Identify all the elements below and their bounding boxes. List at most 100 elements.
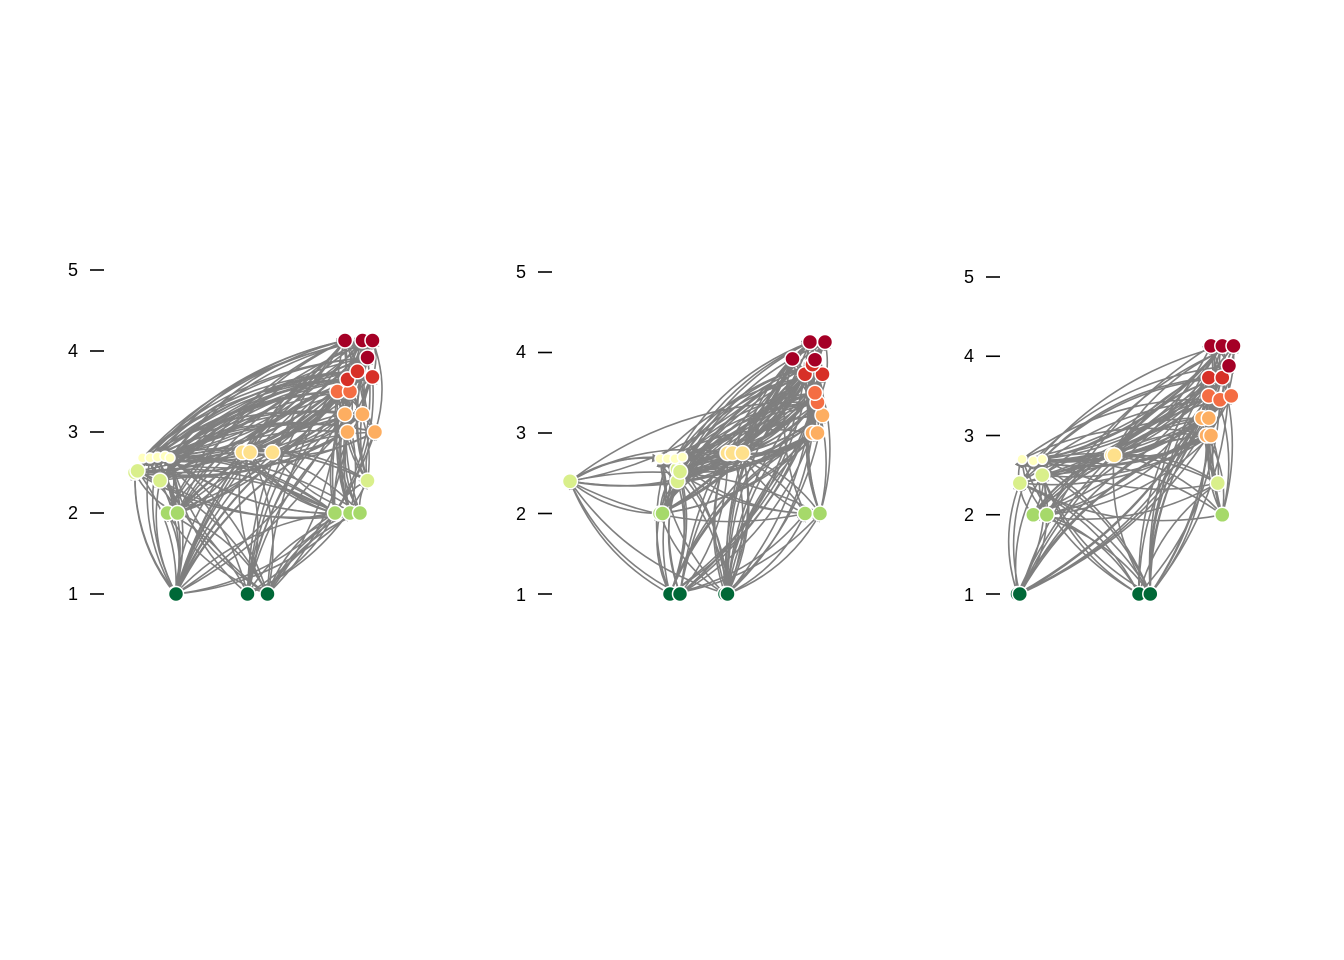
species-node — [1106, 447, 1123, 464]
species-node — [339, 423, 356, 441]
trophic-link — [1046, 417, 1203, 516]
trophic-link — [1033, 482, 1219, 521]
trophic-link — [681, 362, 814, 458]
species-node — [326, 504, 344, 522]
trophic-link — [1041, 373, 1224, 460]
trophic-link — [569, 480, 806, 523]
y-tick-label: 3 — [516, 423, 526, 443]
y-tick-label: 4 — [516, 342, 526, 362]
species-node — [671, 463, 689, 480]
trophic-link — [658, 512, 726, 595]
trophic-link — [1042, 345, 1223, 461]
species-node — [129, 462, 146, 480]
trophic-link — [741, 341, 811, 454]
trophic-link — [682, 414, 824, 459]
species-node — [1034, 466, 1051, 484]
y-tick-label: 4 — [964, 346, 974, 366]
trophic-link — [656, 457, 726, 595]
trophic-link — [727, 512, 806, 595]
species-node — [359, 472, 376, 489]
trophic-link — [175, 512, 351, 595]
nodes — [1009, 337, 1242, 603]
species-node — [239, 585, 256, 603]
species-node — [816, 333, 834, 351]
trophic-link — [731, 390, 816, 454]
trophic-link — [1046, 434, 1212, 516]
trophic-link — [1012, 460, 1035, 595]
species-node — [719, 585, 736, 603]
trophic-link — [1042, 434, 1212, 478]
species-node — [1202, 427, 1220, 444]
trophic-link — [175, 512, 336, 595]
trophic-link — [169, 367, 359, 459]
y-axis: 1 2 3 4 5 — [68, 260, 104, 604]
trophic-link — [164, 378, 349, 458]
species-node — [351, 504, 369, 522]
trophic-link — [266, 512, 336, 595]
food-web-panel-3: 1 2 3 4 5 — [964, 267, 1242, 605]
species-node — [359, 349, 376, 366]
species-node — [264, 444, 281, 461]
species-node — [814, 365, 831, 383]
species-node — [364, 332, 381, 349]
y-tick-label: 3 — [68, 422, 78, 442]
trophic-link — [134, 467, 336, 514]
species-node — [784, 350, 801, 368]
species-node — [561, 473, 579, 490]
species-node — [1142, 585, 1159, 603]
species-node — [1038, 506, 1056, 524]
trophic-link — [1019, 417, 1210, 595]
trophic-link — [156, 337, 346, 458]
trophic-link — [247, 479, 369, 595]
trophic-link — [271, 375, 374, 453]
species-node — [654, 505, 671, 522]
species-node — [734, 444, 751, 462]
trophic-link — [679, 432, 814, 595]
trophic-link — [662, 432, 814, 515]
trophic-link — [569, 480, 728, 595]
trophic-link — [169, 337, 364, 459]
y-tick-label: 4 — [68, 341, 78, 361]
food-web-panel-2: 1 2 3 4 5 — [516, 262, 834, 605]
species-node — [1220, 357, 1238, 375]
species-node — [806, 384, 824, 402]
y-tick-label: 1 — [964, 585, 974, 605]
trophic-link — [741, 341, 826, 454]
trophic-link — [334, 376, 378, 514]
species-node — [366, 423, 384, 441]
species-node — [809, 424, 826, 442]
trophic-link — [169, 387, 351, 459]
species-node — [349, 363, 366, 380]
species-node — [364, 368, 381, 386]
trophic-link — [271, 410, 346, 453]
y-axis: 1 2 3 4 5 — [516, 262, 552, 605]
trophic-link — [137, 413, 364, 474]
species-node — [811, 505, 829, 522]
species-node — [1214, 506, 1231, 524]
trophic-link — [236, 451, 269, 595]
trophic-link — [249, 413, 346, 454]
species-node — [671, 585, 689, 603]
species-node — [259, 585, 276, 603]
trophic-link — [726, 401, 819, 595]
trophic-link — [149, 353, 369, 459]
species-node — [169, 504, 186, 522]
trophic-link — [727, 512, 821, 595]
y-tick-label: 5 — [516, 262, 526, 282]
food-web-panel-1: 1 2 3 4 5 — [68, 260, 384, 604]
y-tick-label: 3 — [964, 426, 974, 446]
trophic-link — [569, 432, 819, 487]
trophic-link — [1114, 434, 1208, 458]
species-node — [336, 405, 354, 423]
species-node — [1011, 585, 1029, 603]
trophic-link — [569, 480, 681, 595]
trophic-link — [242, 431, 376, 457]
trophic-link — [247, 431, 377, 595]
trophic-link — [169, 338, 346, 459]
trophic-link — [1021, 345, 1223, 461]
species-node — [806, 351, 824, 368]
species-node — [164, 452, 176, 464]
nodes — [126, 332, 384, 603]
trophic-link — [356, 339, 376, 433]
